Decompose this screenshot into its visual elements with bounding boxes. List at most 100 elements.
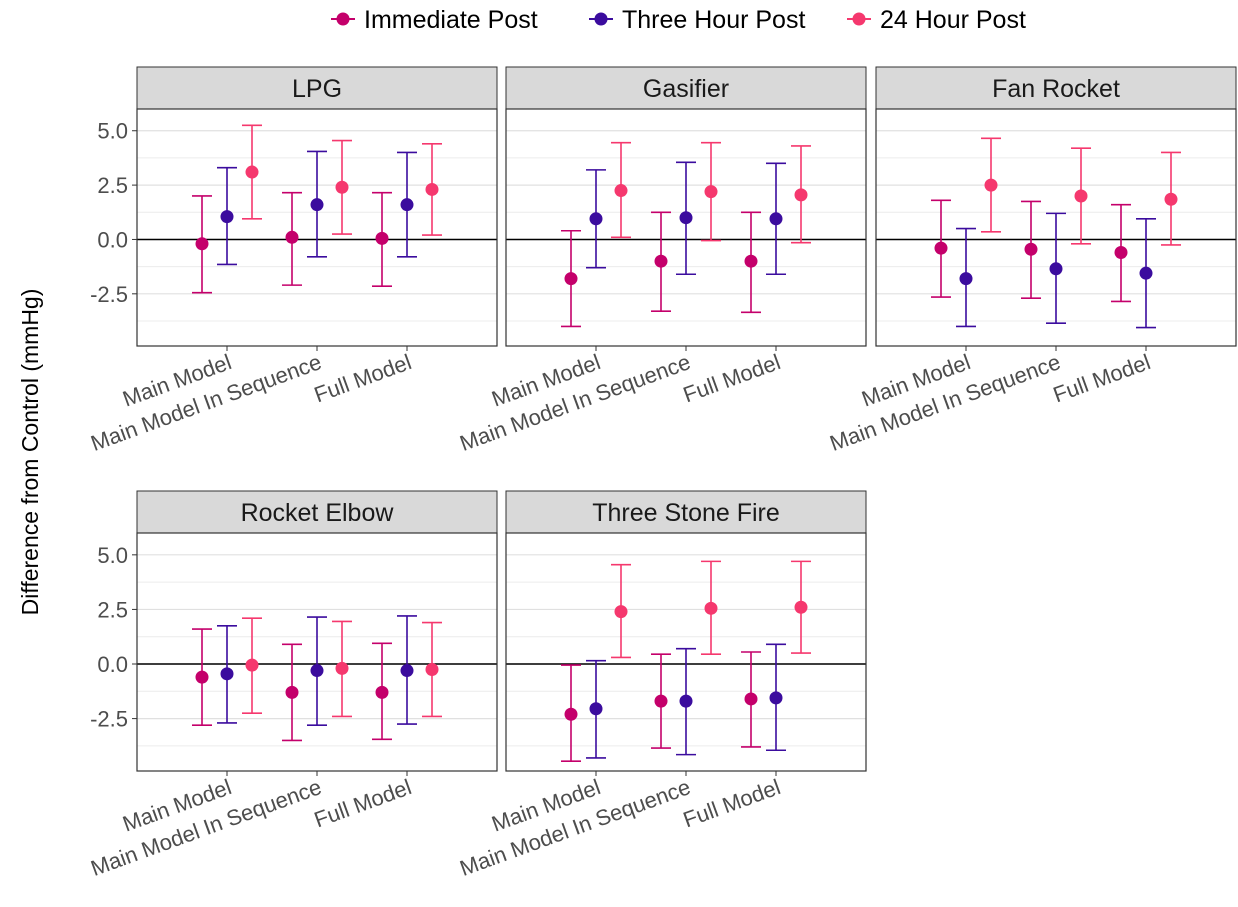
legend: Immediate Post Three Hour Post 24 Hour Pos… (331, 6, 1026, 34)
errorbar-24-hour-post (701, 141, 721, 242)
errorbar-immediate-post (282, 643, 302, 742)
point-24-hour-post (704, 601, 718, 615)
legend-item-three-hour-post: Three Hour Post (589, 6, 805, 34)
errorbar-24-hour-post (422, 142, 442, 236)
errorbar-three-hour-post (307, 616, 327, 726)
y-tick-label: 2.5 (97, 173, 128, 198)
errorbar-immediate-post (372, 642, 392, 741)
facet-title: Fan Rocket (992, 75, 1120, 103)
errorbar-immediate-post (931, 199, 951, 298)
point-24-hour-post (245, 165, 259, 179)
facet-title: Gasifier (643, 75, 729, 103)
errorbar-24-hour-post (611, 141, 631, 239)
facet-title: Three Stone Fire (592, 499, 780, 527)
point-three-hour-post (679, 694, 693, 708)
point-immediate-post (375, 685, 389, 699)
point-immediate-post (934, 241, 948, 255)
errorbar-24-hour-post (791, 145, 811, 244)
point-three-hour-post (769, 212, 783, 226)
errorbar-24-hour-post (332, 139, 352, 235)
point-immediate-post (195, 237, 209, 251)
errorbar-immediate-post (741, 651, 761, 748)
errorbar-24-hour-post (791, 560, 811, 654)
point-immediate-post (654, 694, 668, 708)
y-tick-label: 0.0 (97, 652, 128, 677)
point-24-hour-post (335, 180, 349, 194)
errorbar-immediate-post (741, 211, 761, 314)
point-immediate-post (285, 685, 299, 699)
x-tick-label-full-model: Full Model (680, 349, 784, 407)
facet-title: LPG (292, 75, 342, 103)
point-24-hour-post (425, 662, 439, 676)
errorbar-24-hour-post (1161, 151, 1181, 246)
point-three-hour-post (1139, 266, 1153, 280)
errorbar-immediate-post (561, 664, 581, 762)
errorbar-immediate-post (192, 195, 212, 294)
errorbar-three-hour-post (766, 643, 786, 752)
point-immediate-post (654, 254, 668, 268)
y-axis-title: Difference from Control (mmHg) (17, 289, 43, 616)
errorbar-immediate-post (372, 191, 392, 288)
errorbar-three-hour-post (676, 647, 696, 756)
errorbar-immediate-post (282, 191, 302, 286)
point-immediate-post (744, 692, 758, 706)
point-immediate-post (285, 230, 299, 244)
point-24-hour-post (335, 661, 349, 675)
facet-strip (136, 66, 498, 110)
point-three-hour-post (400, 664, 414, 678)
point-three-hour-post (310, 198, 324, 212)
errorbar-24-hour-post (422, 621, 442, 718)
y-tick-label: -2.5 (90, 282, 128, 307)
legend-label: 24 Hour Post (880, 6, 1026, 34)
point-24-hour-post (1164, 192, 1178, 206)
errorbar-three-hour-post (397, 151, 417, 258)
errorbar-24-hour-post (242, 124, 262, 220)
errorbar-three-hour-post (217, 624, 237, 724)
y-tick-label: 5.0 (97, 543, 128, 568)
y-tick-label: 2.5 (97, 597, 128, 622)
point-three-hour-post (959, 272, 973, 286)
legend-key-point (594, 12, 608, 26)
point-three-hour-post (1049, 262, 1063, 276)
legend-item-immediate-post: Immediate Post (331, 6, 538, 34)
errorbar-immediate-post (651, 211, 671, 313)
x-tick-label-full-model: Full Model (311, 349, 415, 407)
point-three-hour-post (220, 667, 234, 681)
y-tick-label: 0.0 (97, 227, 128, 252)
point-three-hour-post (220, 210, 234, 224)
errorbar-24-hour-post (242, 617, 262, 714)
point-24-hour-post (614, 184, 628, 198)
point-24-hour-post (794, 188, 808, 202)
point-immediate-post (195, 670, 209, 684)
errorbar-three-hour-post (1136, 218, 1156, 329)
errorbar-three-hour-post (586, 169, 606, 269)
errorbar-immediate-post (561, 229, 581, 328)
errorbar-24-hour-post (701, 560, 721, 655)
errorbar-immediate-post (1111, 203, 1131, 303)
legend-key-point (852, 12, 866, 26)
point-three-hour-post (679, 211, 693, 225)
point-three-hour-post (589, 702, 603, 716)
point-immediate-post (564, 707, 578, 721)
point-immediate-post (564, 272, 578, 286)
x-tick-label-full-model: Full Model (311, 774, 415, 832)
errorbar-24-hour-post (1071, 147, 1091, 245)
errorbar-three-hour-post (307, 150, 327, 258)
point-24-hour-post (984, 178, 998, 192)
errorbar-three-hour-post (766, 162, 786, 276)
facet-strip (505, 66, 867, 110)
errorbar-three-hour-post (397, 615, 417, 725)
errorbar-24-hour-post (611, 563, 631, 659)
point-24-hour-post (1074, 189, 1088, 203)
point-immediate-post (375, 231, 389, 245)
errorbar-three-hour-post (956, 227, 976, 328)
errorbar-three-hour-post (1046, 212, 1066, 324)
legend-item-24-hour-post: 24 Hour Post (847, 6, 1026, 34)
errorbar-24-hour-post (981, 137, 1001, 233)
point-immediate-post (1024, 242, 1038, 256)
